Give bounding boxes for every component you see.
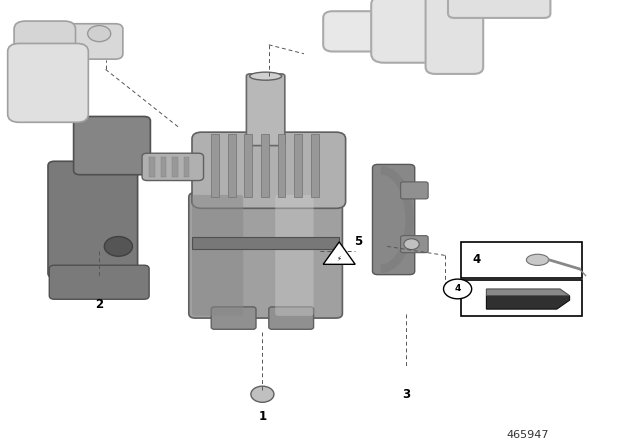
FancyBboxPatch shape (74, 116, 150, 175)
Circle shape (404, 239, 419, 250)
Polygon shape (261, 134, 269, 197)
FancyBboxPatch shape (8, 43, 88, 122)
Polygon shape (486, 289, 570, 296)
Bar (192, 237, 339, 249)
FancyBboxPatch shape (14, 21, 76, 86)
Bar (461, 280, 582, 316)
FancyBboxPatch shape (323, 11, 432, 52)
Polygon shape (486, 296, 570, 309)
Text: 3: 3 (403, 388, 410, 401)
Polygon shape (311, 134, 319, 197)
FancyBboxPatch shape (371, 0, 474, 63)
Polygon shape (244, 134, 252, 197)
Text: 2: 2 (95, 298, 103, 311)
FancyBboxPatch shape (49, 265, 149, 299)
FancyBboxPatch shape (48, 161, 138, 278)
Circle shape (251, 386, 274, 402)
Text: 4: 4 (473, 253, 481, 267)
Polygon shape (161, 157, 166, 177)
FancyBboxPatch shape (275, 195, 314, 316)
Bar (461, 242, 582, 278)
Polygon shape (228, 134, 236, 197)
FancyBboxPatch shape (269, 307, 314, 329)
FancyBboxPatch shape (401, 236, 428, 253)
FancyBboxPatch shape (192, 195, 243, 316)
Polygon shape (211, 134, 219, 197)
FancyBboxPatch shape (448, 0, 550, 18)
FancyBboxPatch shape (142, 153, 204, 181)
Text: 465947: 465947 (507, 430, 549, 439)
Circle shape (444, 279, 472, 299)
Circle shape (88, 26, 111, 42)
Polygon shape (323, 242, 355, 264)
Polygon shape (278, 134, 285, 197)
Polygon shape (149, 157, 155, 177)
Text: 5: 5 (355, 235, 362, 249)
FancyBboxPatch shape (372, 164, 415, 275)
Circle shape (104, 237, 132, 256)
Polygon shape (172, 157, 178, 177)
FancyBboxPatch shape (189, 193, 342, 318)
FancyBboxPatch shape (246, 74, 285, 146)
Text: ⚡: ⚡ (337, 256, 342, 262)
FancyBboxPatch shape (211, 307, 256, 329)
Text: 4: 4 (454, 284, 461, 293)
Polygon shape (184, 157, 189, 177)
FancyBboxPatch shape (192, 132, 346, 208)
FancyBboxPatch shape (426, 0, 483, 74)
Polygon shape (294, 134, 302, 197)
FancyBboxPatch shape (401, 182, 428, 199)
FancyBboxPatch shape (18, 24, 123, 59)
Text: 1: 1 (259, 410, 266, 423)
Ellipse shape (250, 72, 282, 80)
Ellipse shape (526, 254, 549, 265)
